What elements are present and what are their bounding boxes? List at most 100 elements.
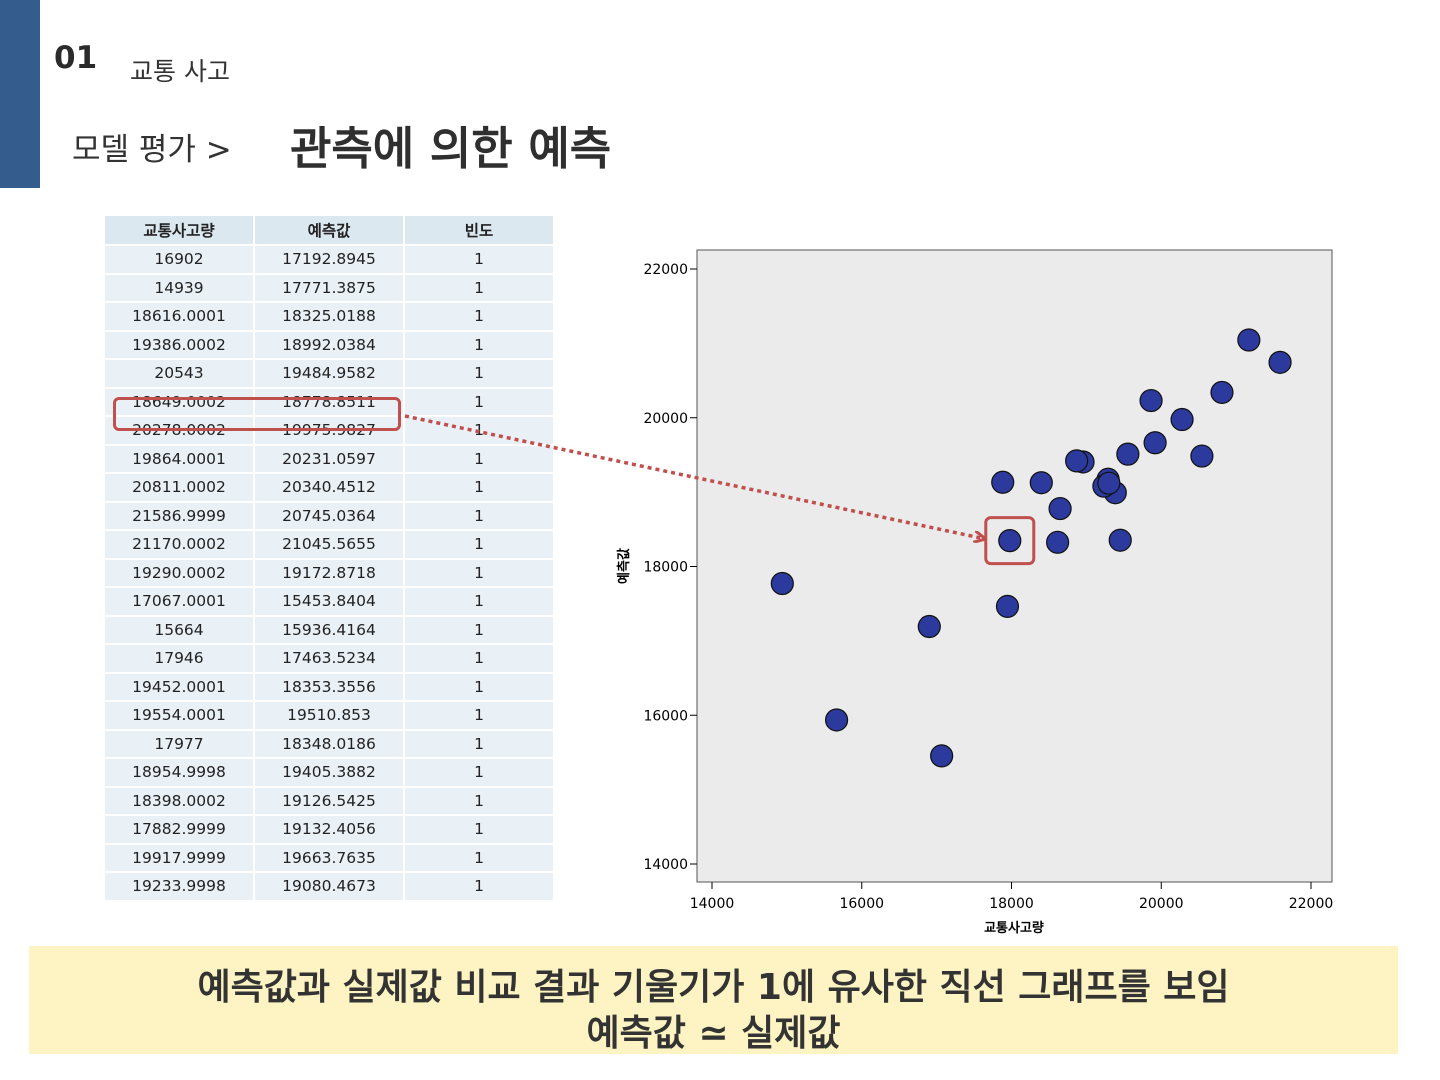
table-cell: 19172.8718 [253,557,405,588]
table-row: 18616.0001 18325.0188 1 [103,301,555,332]
section-number: 01 [54,40,98,76]
y-tick-label: 16000 [643,708,688,724]
page-title: 관측에 의한 예측 [290,122,612,175]
breadcrumb: 모델 평가 > [72,132,232,168]
table-cell: 20340.4512 [253,472,405,503]
highlighted-row-box [113,397,401,431]
data-point [995,594,1020,619]
table-cell: 1 [403,529,555,560]
table-row: 15664 15936.4164 1 [103,614,555,645]
table-cell: 19386.0002 [103,329,255,360]
table-cell: 1 [403,700,555,731]
data-point [1097,471,1121,495]
data-point [1046,530,1070,554]
table-cell: 1 [403,614,555,645]
data-point [1065,449,1089,473]
table-cell: 17067.0001 [103,586,255,617]
table-cell: 19233.9998 [103,871,255,902]
table-cell: 21170.0002 [103,529,255,560]
accent-bar [0,0,40,188]
summary-line-1: 예측값과 실제값 비교 결과 기울기가 1에 유사한 직선 그래프를 보임 [197,967,1230,1008]
table-cell: 19290.0002 [103,557,255,588]
table-cell: 1 [403,358,555,389]
table-row: 21586.9999 20745.0364 1 [103,500,555,531]
data-table: 교통사고량 예측값 빈도 16902 17192.8945 1 14939 17771.38… [103,214,555,902]
table-row: 17946 17463.5234 1 [103,643,555,674]
table-cell: 1 [403,500,555,531]
table-cell: 17192.8945 [253,244,405,275]
table-cell: 1 [403,842,555,873]
table-row: 14939 17771.3875 1 [103,272,555,303]
table-row: 19290.0002 19172.8718 1 [103,557,555,588]
table-header-cell: 빈도 [403,214,555,246]
table-cell: 17946 [103,643,255,674]
y-tick-label: 14000 [643,857,688,873]
table-cell: 1 [403,814,555,845]
data-point [1048,496,1072,521]
table-cell: 15453.8404 [253,586,405,617]
table-header-cell: 교통사고량 [103,214,255,246]
table-cell: 19405.3882 [253,757,405,788]
data-point [1143,431,1167,455]
table-cell: 17771.3875 [253,272,405,303]
data-point [1116,442,1140,466]
table-cell: 15936.4164 [253,614,405,645]
table-header-row: 교통사고량 예측값 빈도 [103,214,555,246]
table-cell: 19080.4673 [253,871,405,902]
data-point [1268,350,1292,374]
data-point [1190,444,1214,468]
x-tick-label: 22000 [1289,896,1334,912]
table-row: 19917.9999 19663.7635 1 [103,842,555,873]
y-tick-label: 18000 [643,560,688,576]
x-tick-label: 20000 [1139,896,1184,912]
x-tick-label: 16000 [839,896,884,912]
table-cell: 17882.9999 [103,814,255,845]
data-point [1029,471,1053,495]
x-tick-label: 14000 [690,896,735,912]
summary-box: 예측값과 실제값 비교 결과 기울기가 1에 유사한 직선 그래프를 보임 예측… [29,946,1398,1054]
data-point [1139,388,1163,413]
table-cell: 18992.0384 [253,329,405,360]
table-row: 18398.0002 19126.5425 1 [103,785,555,816]
table-cell: 1 [403,386,555,417]
table-row: 19554.0001 19510.853 1 [103,700,555,731]
table-cell: 1 [403,671,555,702]
table-cell: 19917.9999 [103,842,255,873]
data-point [930,744,954,768]
data-point [917,614,941,639]
table-row: 18954.9998 19405.3882 1 [103,757,555,788]
table-header-cell: 예측값 [253,214,405,246]
table-cell: 17463.5234 [253,643,405,674]
y-tick-label: 20000 [643,411,688,427]
table-cell: 19864.0001 [103,443,255,474]
table-cell: 19554.0001 [103,700,255,731]
table-cell: 1 [403,272,555,303]
table-cell: 1 [403,871,555,902]
table-cell: 20231.0597 [253,443,405,474]
table-row: 19864.0001 20231.0597 1 [103,443,555,474]
section-name: 교통 사고 [130,57,230,86]
data-point [824,708,849,732]
plot-area [696,249,1333,883]
table-cell: 18353.3556 [253,671,405,702]
table-row: 21170.0002 21045.5655 1 [103,529,555,560]
data-point [991,470,1015,494]
table-cell: 18348.0186 [253,728,405,759]
data-point [1170,407,1194,432]
summary-line-2: 예측값 ≃ 실제값 [586,1013,841,1054]
table-row: 19233.9998 19080.4673 1 [103,871,555,902]
table-cell: 19663.7635 [253,842,405,873]
table-cell: 19484.9582 [253,358,405,389]
table-cell: 18616.0001 [103,301,255,332]
x-axis-label: 교통사고량 [984,920,1044,936]
table-cell: 19510.853 [253,700,405,731]
x-tick-label: 18000 [989,896,1034,912]
highlight-arrow [404,414,984,539]
table-cell: 20745.0364 [253,500,405,531]
table-cell: 19132.4056 [253,814,405,845]
data-point [770,571,794,596]
data-point [1210,380,1234,405]
data-point [1237,328,1261,352]
table-cell: 18325.0188 [253,301,405,332]
